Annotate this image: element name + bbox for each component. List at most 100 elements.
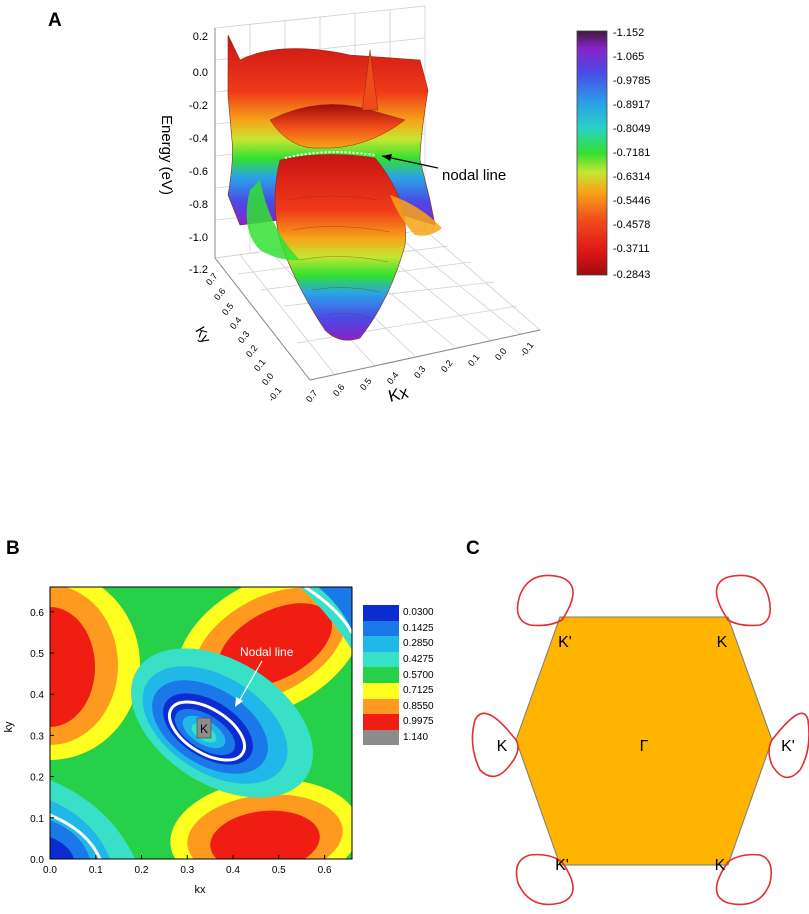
legend-item: 0.9975 bbox=[363, 714, 443, 730]
colorbar-tick: -0.8917 bbox=[613, 99, 650, 111]
colorbar-tick: -0.2843 bbox=[613, 269, 650, 281]
kx-tick: -0.1 bbox=[518, 340, 535, 358]
ky-tick: 0.4 bbox=[228, 315, 244, 331]
colorbar-tick: -0.8049 bbox=[613, 123, 650, 135]
y-tick: 0.1 bbox=[30, 814, 44, 825]
y-tick: 0.6 bbox=[30, 608, 44, 619]
ky-tick: 0.3 bbox=[236, 329, 252, 345]
legend-item: 0.5700 bbox=[363, 667, 443, 683]
panel-b-label: B bbox=[6, 538, 20, 559]
vertex-label: K bbox=[497, 738, 508, 755]
kx-axis-label: Kx bbox=[386, 383, 410, 406]
legend-item: 0.8550 bbox=[363, 698, 443, 715]
ky-tick: 0.5 bbox=[220, 301, 236, 317]
ky-axis-label: Ky bbox=[192, 324, 214, 346]
legend-swatch bbox=[363, 636, 399, 652]
colorbar-tick: -0.9785 bbox=[613, 75, 650, 87]
x-axis-label: kx bbox=[195, 884, 207, 896]
z-tick: 0.2 bbox=[193, 31, 208, 43]
legend-label: 0.0300 bbox=[403, 607, 434, 619]
y-tick: 0.0 bbox=[30, 855, 44, 866]
kx-tick: 0.0 bbox=[493, 346, 509, 362]
legend-label: 0.2850 bbox=[403, 638, 434, 650]
nodal-line-annotation: Nodal line bbox=[240, 645, 294, 659]
y-axis-label: ky bbox=[3, 721, 15, 733]
ky-tick: 0.1 bbox=[252, 357, 268, 373]
vertex-label: K' bbox=[781, 738, 795, 755]
loop-left bbox=[471, 712, 519, 778]
vertex-label: K bbox=[717, 634, 728, 651]
y-tick: 0.3 bbox=[30, 731, 44, 742]
legend-swatch bbox=[363, 698, 399, 715]
legend-swatch bbox=[363, 605, 399, 621]
contour-legend: 0.0300 0.1425 0.2850 0.4275 0.5700 0.7125 0.85… bbox=[363, 605, 443, 746]
kx-tick: 0.7 bbox=[304, 388, 320, 404]
z-tick: -0.8 bbox=[189, 199, 208, 211]
legend-label: 0.7125 bbox=[403, 685, 434, 697]
legend-swatch bbox=[363, 667, 399, 683]
loop-top-left bbox=[516, 574, 574, 627]
vertex-label: K' bbox=[558, 634, 572, 651]
y-tick: 0.4 bbox=[30, 690, 44, 701]
kx-tick: 0.2 bbox=[439, 358, 455, 374]
surface-plot: 0.2 0.0 -0.2 -0.4 -0.6 -0.8 -1.0 -1.2 En… bbox=[158, 5, 541, 406]
legend-item: 0.1425 bbox=[363, 620, 443, 637]
vertex-label: K bbox=[715, 857, 726, 874]
legend-swatch bbox=[363, 620, 399, 637]
loop-bottom-left bbox=[515, 853, 574, 906]
legend-label: 0.4275 bbox=[403, 654, 434, 666]
x-tick: 0.6 bbox=[318, 865, 332, 876]
nodal-line bbox=[284, 151, 376, 159]
colorbar-a: -1.152 -1.065 -0.9785 -0.8917 -0.8049 -0… bbox=[576, 27, 650, 281]
ky-tick: 0.0 bbox=[260, 371, 276, 387]
z-tick: -0.6 bbox=[189, 166, 208, 178]
ky-tick: 0.6 bbox=[212, 286, 228, 302]
brillouin-zone-diagram: K' K K K' K' K Γ bbox=[471, 574, 809, 906]
contour-plot: K Nodal line 0.0 0.1 0.2 0.3 0.4 0.5 0.6… bbox=[3, 586, 353, 896]
kx-tick: 0.3 bbox=[412, 364, 428, 380]
nodal-line-contour bbox=[168, 700, 246, 762]
colorbar-tick: -0.6314 bbox=[613, 171, 650, 183]
legend-swatch bbox=[363, 729, 399, 746]
legend-item: 0.2850 bbox=[363, 636, 443, 652]
legend-label: 1.140 bbox=[403, 732, 429, 744]
colorbar-a-labels: -1.152 -1.065 -0.9785 -0.8917 -0.8049 -0… bbox=[613, 27, 650, 281]
kx-tick: 0.1 bbox=[466, 352, 482, 368]
ky-tick: -0.1 bbox=[266, 385, 283, 403]
z-tick: -1.0 bbox=[189, 232, 208, 244]
panel-a-label: A bbox=[48, 10, 62, 31]
legend-item: 0.7125 bbox=[363, 682, 443, 699]
kx-tick: 0.6 bbox=[331, 382, 347, 398]
legend-swatch bbox=[363, 714, 399, 730]
y-tick: 0.2 bbox=[30, 773, 44, 784]
z-tick: -1.2 bbox=[189, 264, 208, 276]
kx-tick: 0.5 bbox=[358, 376, 374, 392]
colorbar-tick: -0.7181 bbox=[613, 147, 650, 159]
x-tick: 0.2 bbox=[135, 865, 149, 876]
x-tick: 0.5 bbox=[272, 865, 286, 876]
k-point-label: K bbox=[200, 722, 208, 736]
legend-label: 0.5700 bbox=[403, 669, 434, 681]
loop-bottom-right bbox=[715, 853, 773, 906]
legend-item: 0.0300 bbox=[363, 605, 443, 621]
x-tick: 0.3 bbox=[180, 865, 194, 876]
legend-swatch bbox=[363, 682, 399, 699]
vertex-label: K' bbox=[555, 857, 569, 874]
colorbar-tick: -0.4578 bbox=[613, 219, 650, 231]
y-tick: 0.5 bbox=[30, 649, 44, 660]
legend-label: 0.9975 bbox=[403, 716, 434, 728]
colorbar-tick: -1.065 bbox=[613, 51, 644, 63]
colorbar-tick: -0.5446 bbox=[613, 195, 650, 207]
colorbar-tick: -1.152 bbox=[613, 27, 644, 39]
legend-item: 1.140 bbox=[363, 729, 443, 746]
x-tick: 0.0 bbox=[43, 865, 57, 876]
x-tick: 0.1 bbox=[89, 865, 103, 876]
loop-top-right bbox=[715, 574, 771, 627]
ky-tick: 0.2 bbox=[244, 343, 260, 359]
colorbar-tick: -0.3711 bbox=[613, 243, 650, 255]
z-tick: -0.4 bbox=[189, 133, 208, 145]
x-tick: 0.4 bbox=[226, 865, 240, 876]
legend-label: 0.8550 bbox=[403, 700, 434, 712]
panel-c-label: C bbox=[466, 538, 480, 559]
legend-label: 0.1425 bbox=[403, 622, 434, 634]
